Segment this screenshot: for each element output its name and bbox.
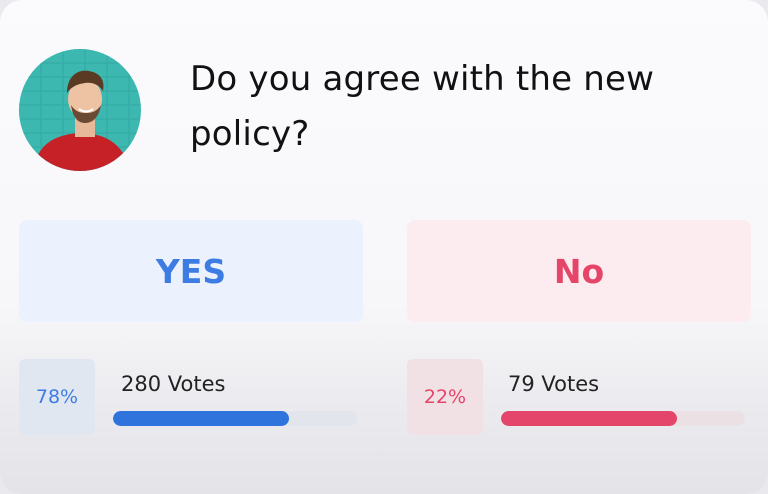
- no-progress-fill: [501, 411, 677, 426]
- no-option-button[interactable]: No: [407, 220, 751, 322]
- no-vote-count: 79 Votes: [508, 372, 600, 396]
- yes-percent-badge: 78%: [19, 359, 95, 435]
- no-progress-bar: [501, 411, 745, 426]
- avatar: [19, 49, 141, 171]
- yes-progress-bar: [113, 411, 357, 426]
- yes-vote-count: 280 Votes: [121, 372, 226, 396]
- no-percent-badge: 22%: [407, 359, 483, 435]
- yes-progress-fill: [113, 411, 289, 426]
- yes-option-button[interactable]: YES: [19, 220, 363, 322]
- user-avatar-icon: [19, 49, 141, 171]
- poll-question: Do you agree with the new policy?: [190, 59, 655, 154]
